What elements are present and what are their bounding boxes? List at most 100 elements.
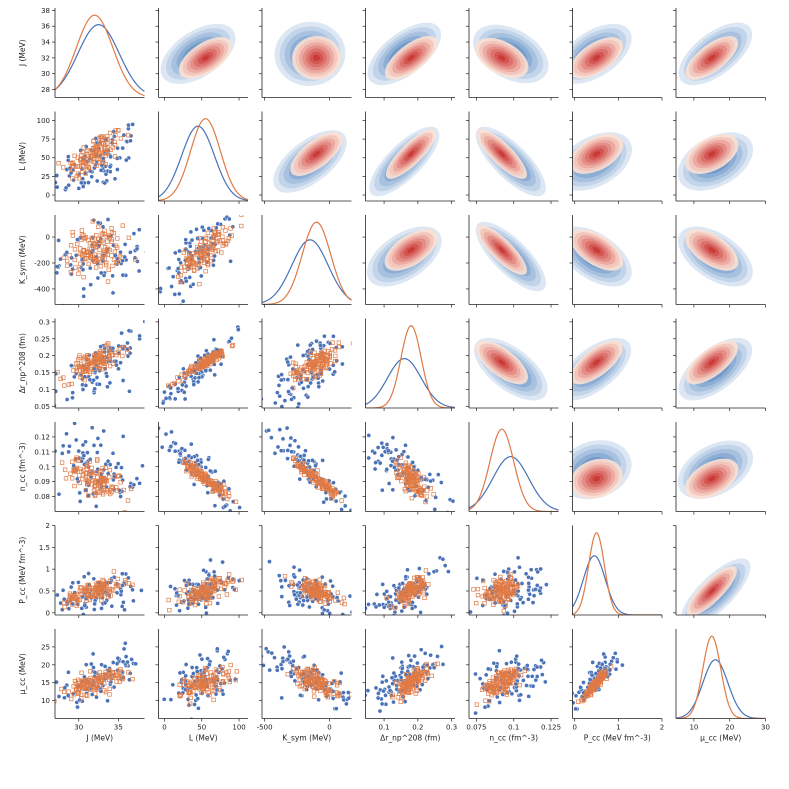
scatter-point-series-a <box>40 276 44 280</box>
scatter-point-series-a <box>55 180 58 185</box>
scatter-point-series-a <box>127 677 132 683</box>
scatter-point-series-a <box>539 657 544 663</box>
scatter-point-series-a <box>183 237 189 243</box>
scatter-point-series-b <box>105 145 110 150</box>
scatter-point-series-b <box>399 472 404 477</box>
scatter-point-series-b <box>192 261 197 267</box>
scatter-point-series-a <box>534 664 540 670</box>
scatter-point-series-a <box>351 614 352 615</box>
scatter-point-series-b <box>191 260 196 265</box>
scatter-point-series-b <box>107 686 112 691</box>
scatter-point-series-b <box>312 593 317 598</box>
kde-curve-series-b <box>365 325 455 408</box>
scatter-point-series-b <box>78 374 83 380</box>
scatter-point-series-b <box>314 353 319 358</box>
scatter-point-series-a <box>419 682 425 687</box>
scatter-point-series-a <box>426 571 432 577</box>
scatter-point-series-b <box>335 590 340 595</box>
scatter-point-series-b <box>206 244 211 250</box>
scatter-point-series-b <box>187 601 192 607</box>
scatter-point-series-a <box>92 601 97 607</box>
scatter-point-series-b <box>294 670 299 676</box>
scatter-point-series-b <box>84 598 89 603</box>
scatter-point-series-b <box>109 349 114 354</box>
scatter-point-series-b <box>191 267 197 273</box>
scatter-point-series-b <box>79 670 84 675</box>
scatter-point-series-b <box>226 572 232 577</box>
scatter-point-series-a <box>274 667 280 673</box>
x-tick-label: 100 <box>232 724 245 732</box>
scatter-point-series-a <box>133 661 139 667</box>
scatter-point-series-a <box>59 607 65 613</box>
scatter-point-series-b <box>203 472 208 478</box>
scatter-point-series-b <box>82 377 87 383</box>
scatter-point-series-a <box>485 666 491 672</box>
scatter-point-series-b <box>415 592 420 598</box>
scatter-point-series-a <box>41 724 45 728</box>
scatter-point-series-a <box>483 672 489 678</box>
y-tick-label: 15 <box>41 679 50 687</box>
scatter-point-series-b <box>206 690 211 695</box>
scatter-point-series-a <box>217 663 223 669</box>
scatter-point-series-b <box>399 592 404 597</box>
y-tick-label: 25 <box>41 643 50 651</box>
scatter-point-series-b <box>111 673 116 679</box>
scatter-point-series-b <box>83 588 88 593</box>
scatter-point-series-a <box>169 284 174 289</box>
scatter-point-series-a <box>342 503 348 509</box>
scatter-point-series-b <box>106 594 111 600</box>
scatter-point-series-b <box>114 259 119 265</box>
scatter-point-series-a <box>131 598 136 604</box>
scatter-point-series-b <box>207 693 212 698</box>
scatter-point-series-b <box>83 366 88 371</box>
scatter-point-series-a <box>366 602 371 607</box>
scatter-point-series-a <box>206 226 212 231</box>
scatter-point-series-b <box>412 673 417 678</box>
scatter-point-series-b <box>299 683 305 689</box>
scatter-point-series-a <box>276 383 282 388</box>
scatter-point-series-b <box>61 375 66 380</box>
scatter-point-series-b <box>71 368 76 373</box>
scatter-point-series-b <box>394 595 400 600</box>
scatter-point-series-b <box>120 223 125 228</box>
scatter-point-series-a <box>174 602 179 608</box>
scatter-point-series-a <box>379 487 385 493</box>
kde-contour-series-b <box>498 359 506 366</box>
panel-J-vs-mucc <box>673 8 766 101</box>
scatter-point-series-b <box>107 130 113 136</box>
scatter-point-series-a <box>456 590 460 594</box>
scatter-point-series-b <box>213 578 219 583</box>
scatter-point-series-a <box>188 229 194 235</box>
y-tick-label: 0.15 <box>34 369 50 377</box>
scatter-point-series-b <box>481 578 486 584</box>
scatter-point-series-b <box>328 361 333 366</box>
scatter-point-series-b <box>293 364 299 369</box>
scatter-point-series-a <box>279 372 284 377</box>
scatter-point-series-a <box>55 270 60 276</box>
scatter-point-series-b <box>72 257 77 263</box>
scatter-point-series-b <box>181 264 187 269</box>
scatter-point-series-a <box>482 704 488 710</box>
scatter-point-series-a <box>80 612 86 615</box>
scatter-point-series-b <box>191 462 196 467</box>
scatter-point-series-b <box>87 246 92 251</box>
scatter-point-series-b <box>326 681 331 686</box>
scatter-point-series-a <box>70 580 76 586</box>
scatter-point-series-b <box>116 675 121 681</box>
scatter-point-series-b <box>429 673 434 678</box>
panel-dr-vs-Pcc <box>569 318 663 411</box>
scatter-point-series-b <box>489 684 495 690</box>
scatter-point-series-b <box>419 671 424 677</box>
scatter-point-series-a <box>91 576 97 582</box>
scatter-point-series-a <box>118 494 123 499</box>
scatter-point-series-b <box>471 587 476 592</box>
scatter-point-series-a <box>100 224 106 230</box>
scatter-point-series-b <box>342 602 347 607</box>
scatter-point-series-b <box>474 702 480 707</box>
scatter-point-series-b <box>178 279 183 285</box>
scatter-point-series-b <box>103 478 108 483</box>
scatter-point-series-b <box>498 593 503 598</box>
scatter-point-series-a <box>21 719 25 723</box>
scatter-point-series-a <box>297 567 302 573</box>
